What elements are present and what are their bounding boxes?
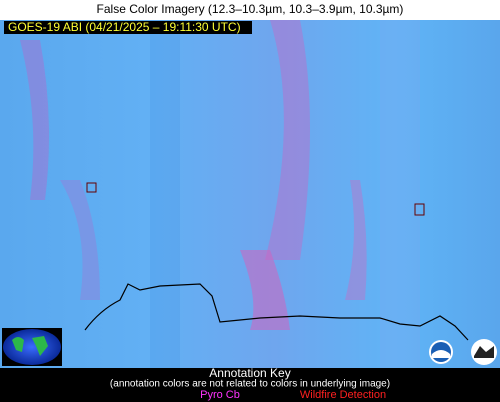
satellite-label: GOES-19 ABI (04/21/2025 – 19:11:30 UTC) — [8, 20, 241, 34]
key-note: (annotation colors are not related to co… — [110, 379, 390, 390]
globe-icon — [2, 328, 62, 366]
satellite-image — [0, 20, 500, 368]
key-title: Annotation Key — [209, 366, 290, 380]
label-box — [4, 21, 252, 34]
title-bar — [0, 0, 500, 20]
key-bar — [0, 368, 500, 402]
title: False Color Imagery (12.3–10.3µm, 10.3–3… — [97, 2, 404, 16]
logos — [429, 339, 497, 365]
key-item: Wildfire Detection — [300, 389, 386, 401]
key-item: Pyro Cb — [200, 389, 240, 401]
